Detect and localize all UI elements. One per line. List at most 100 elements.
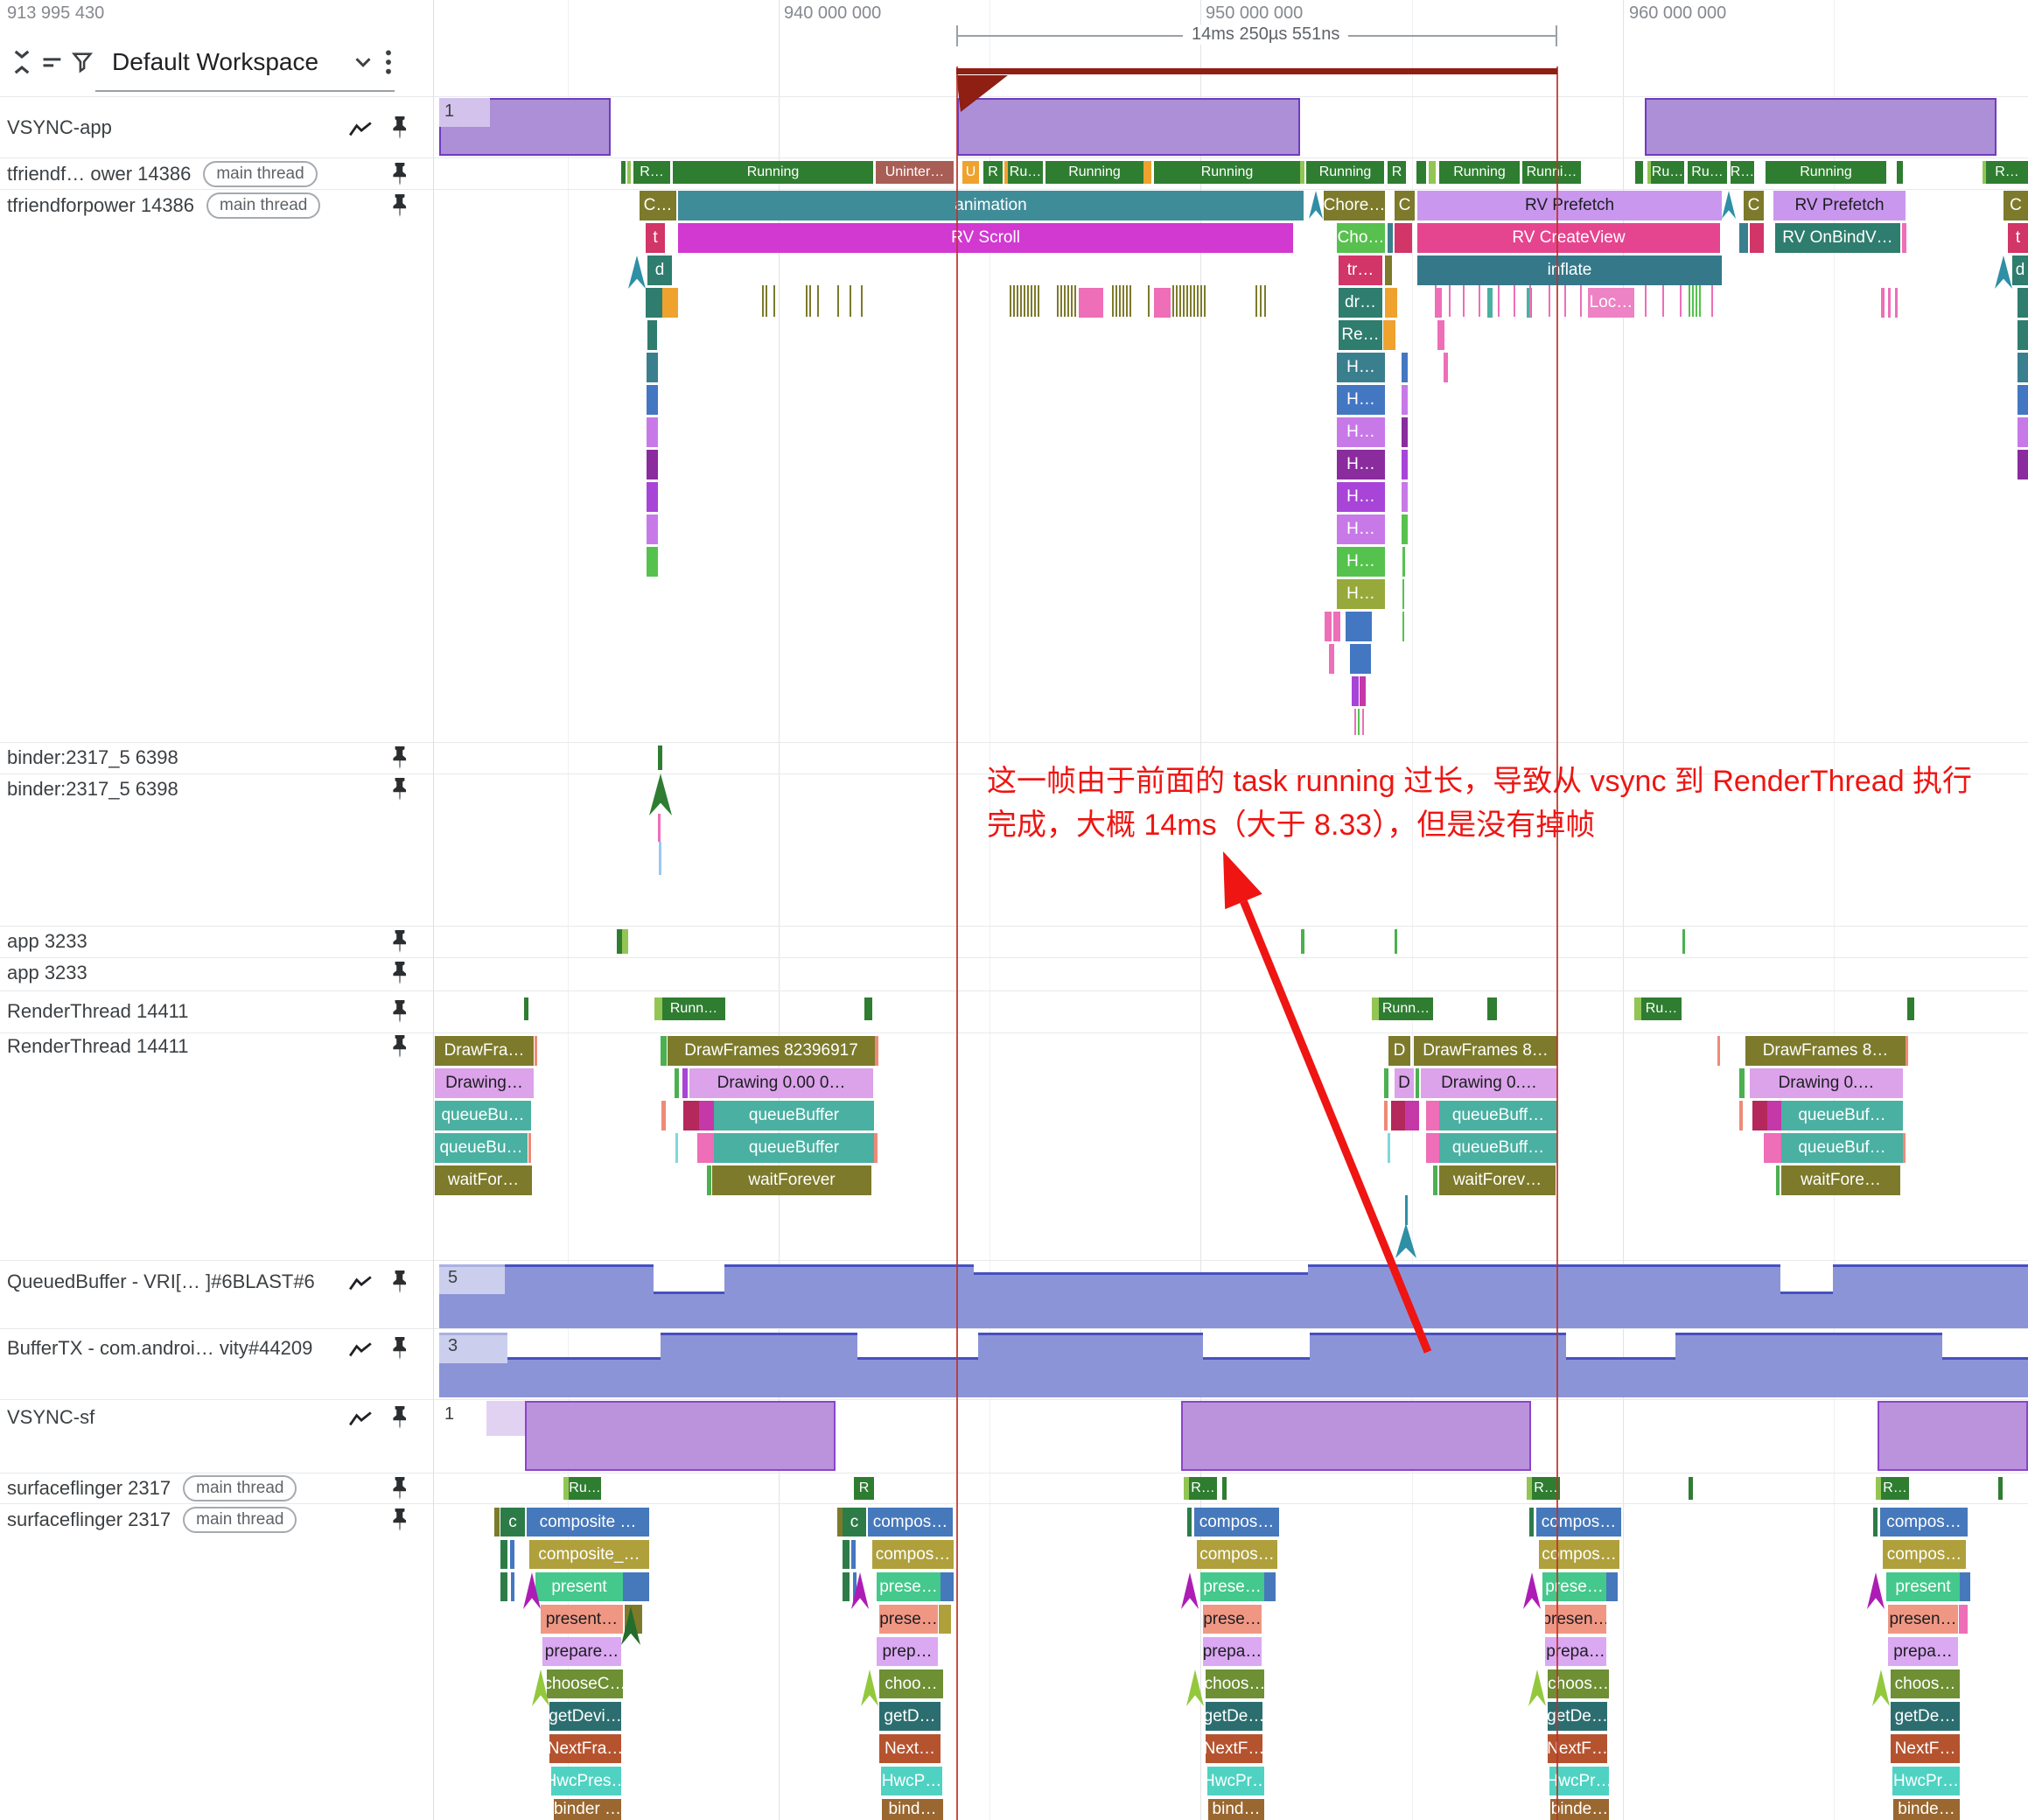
timeline-slice[interactable] xyxy=(2018,353,2028,382)
timeline-slice[interactable]: d xyxy=(2012,256,2028,285)
timeline-slice[interactable] xyxy=(1907,998,1914,1020)
timeline-slice[interactable]: RV Scroll xyxy=(678,223,1293,253)
pin-icon[interactable] xyxy=(388,998,411,1025)
timeline-slice[interactable] xyxy=(622,929,628,954)
timeline-slice[interactable]: queueBuf… xyxy=(1781,1101,1903,1130)
timeline-slice[interactable] xyxy=(843,1540,850,1569)
timeline-slice[interactable] xyxy=(1998,1477,2003,1500)
timeline-slice[interactable] xyxy=(1222,1477,1227,1500)
track-name-row[interactable]: surfaceflinger 2317 main thread xyxy=(7,1475,297,1502)
timeline-slice[interactable] xyxy=(1264,1572,1276,1601)
timeline-slice[interactable]: R… xyxy=(1532,1477,1560,1500)
timeline-slice[interactable] xyxy=(647,514,658,544)
timeline-slice[interactable]: NextF… xyxy=(1206,1734,1262,1763)
track-name-label[interactable]: app 3233 xyxy=(7,930,87,952)
chart-icon[interactable] xyxy=(348,116,373,143)
timeline-slice[interactable] xyxy=(1143,161,1151,184)
timeline-slice[interactable] xyxy=(851,1540,856,1569)
timeline-slice[interactable] xyxy=(1402,547,1405,577)
timeline-slice[interactable]: R xyxy=(854,1477,874,1500)
timeline-slice[interactable] xyxy=(647,417,658,447)
timeline-slice[interactable] xyxy=(1402,450,1408,480)
timeline-slice[interactable]: HwcPr… xyxy=(1892,1767,1960,1796)
timeline-slice[interactable] xyxy=(535,1036,537,1066)
chart-icon[interactable] xyxy=(348,1270,373,1297)
counter-segment[interactable] xyxy=(1675,1333,1942,1397)
chart-icon[interactable] xyxy=(348,1406,373,1432)
timeline-slice[interactable] xyxy=(1405,1101,1419,1130)
timeline-slice[interactable]: compos… xyxy=(1197,1540,1277,1569)
timeline-slice[interactable]: choos… xyxy=(1206,1670,1264,1698)
vsync-pulse[interactable] xyxy=(525,1401,836,1471)
timeline-slice[interactable] xyxy=(1352,676,1359,706)
timeline-slice[interactable] xyxy=(1402,612,1404,641)
timeline-slice[interactable] xyxy=(1435,288,1442,318)
timeline-slice[interactable] xyxy=(528,1133,531,1163)
timeline-slice[interactable] xyxy=(1764,1133,1781,1163)
timeline-slice[interactable] xyxy=(1395,223,1412,253)
timeline-slice[interactable] xyxy=(500,1540,507,1569)
counter-segment[interactable] xyxy=(1942,1357,2028,1397)
chevron-down-icon[interactable] xyxy=(350,49,376,75)
track-name-label[interactable]: QueuedBuffer - VRI[… ]#6BLAST#6 xyxy=(7,1270,315,1292)
timeline-slice[interactable]: Ru… xyxy=(1008,161,1043,184)
timeline-slice[interactable] xyxy=(658,746,662,770)
timeline-slice[interactable] xyxy=(1635,161,1643,184)
timeline-slice[interactable] xyxy=(1767,1101,1781,1130)
track-name-row[interactable]: app 3233 xyxy=(7,928,87,955)
timeline-slice[interactable] xyxy=(1426,1101,1439,1130)
timeline-slice[interactable]: t xyxy=(646,223,665,253)
timeline-slice[interactable] xyxy=(1634,998,1641,1020)
counter-segment[interactable] xyxy=(1310,1333,1566,1397)
timeline-slice[interactable] xyxy=(662,288,678,318)
pin-icon[interactable] xyxy=(388,1475,411,1502)
timeline-slice[interactable]: Running xyxy=(1306,161,1384,184)
timeline-slice[interactable]: compos… xyxy=(1880,1508,1968,1536)
timeline-slice[interactable]: prese… xyxy=(1203,1605,1262,1634)
timeline-slice[interactable]: queueBuff… xyxy=(1439,1133,1557,1163)
timeline-slice[interactable] xyxy=(1362,709,1364,735)
timeline-slice[interactable]: prepa… xyxy=(1888,1637,1958,1666)
timeline-slice[interactable] xyxy=(1384,1068,1388,1098)
timeline-slice[interactable] xyxy=(683,1101,699,1130)
timeline-slice[interactable] xyxy=(875,1036,878,1066)
vsync-pulse[interactable] xyxy=(1645,98,1997,156)
timeline-slice[interactable] xyxy=(654,998,662,1020)
timeline-slice[interactable] xyxy=(1437,320,1444,350)
timeline-slice[interactable]: chooseC… xyxy=(547,1670,623,1698)
timeline-slice[interactable] xyxy=(1739,1068,1745,1098)
timeline-slice[interactable] xyxy=(675,1133,678,1163)
timeline-slice[interactable] xyxy=(1354,709,1356,735)
timeline-slice[interactable] xyxy=(843,1572,850,1601)
timeline-slice[interactable]: present… xyxy=(541,1605,623,1634)
counter-segment[interactable] xyxy=(654,1292,724,1328)
timeline-slice[interactable]: waitFor… xyxy=(435,1166,532,1195)
timeline-slice[interactable]: compos… xyxy=(1194,1508,1279,1536)
workspace-header[interactable]: Default Workspace xyxy=(0,35,429,89)
timeline-slice[interactable] xyxy=(1360,676,1366,706)
timeline-slice[interactable]: dr… xyxy=(1339,288,1382,318)
timeline-slice[interactable]: queueBuffer xyxy=(714,1133,874,1163)
counter-segment[interactable] xyxy=(1566,1357,1675,1397)
timeline-slice[interactable] xyxy=(1372,998,1379,1020)
timeline-slice[interactable] xyxy=(494,1508,500,1536)
timeline-slice[interactable] xyxy=(647,482,658,512)
timeline-slice[interactable] xyxy=(699,1101,714,1130)
timeline-slice[interactable] xyxy=(1004,161,1008,184)
timeline-slice[interactable]: R… xyxy=(1986,161,2028,184)
track-name-row[interactable]: surfaceflinger 2317 main thread xyxy=(7,1507,297,1533)
timeline-slice[interactable]: choo… xyxy=(879,1670,943,1698)
timeline-slice[interactable] xyxy=(1402,353,1408,382)
timeline-slice[interactable]: composite_… xyxy=(529,1540,649,1569)
timeline-slice[interactable] xyxy=(1897,161,1903,184)
timeline-slice[interactable]: RV Prefetch xyxy=(1773,191,1906,220)
timeline-slice[interactable]: H… xyxy=(1337,385,1385,415)
track-name-row[interactable]: VSYNC-sf xyxy=(7,1404,94,1431)
timeline-slice[interactable]: DrawFrames 8… xyxy=(1414,1036,1557,1066)
selection-bar[interactable] xyxy=(956,68,1557,74)
timeline-slice[interactable]: binder … xyxy=(554,1799,621,1820)
funnel-icon[interactable] xyxy=(70,50,94,74)
track-name-row[interactable]: binder:2317_5 6398 xyxy=(7,776,178,802)
track-name-row[interactable]: BufferTX - com.androi… vity#44209 xyxy=(7,1335,312,1362)
timeline-slice[interactable] xyxy=(1388,1133,1390,1163)
